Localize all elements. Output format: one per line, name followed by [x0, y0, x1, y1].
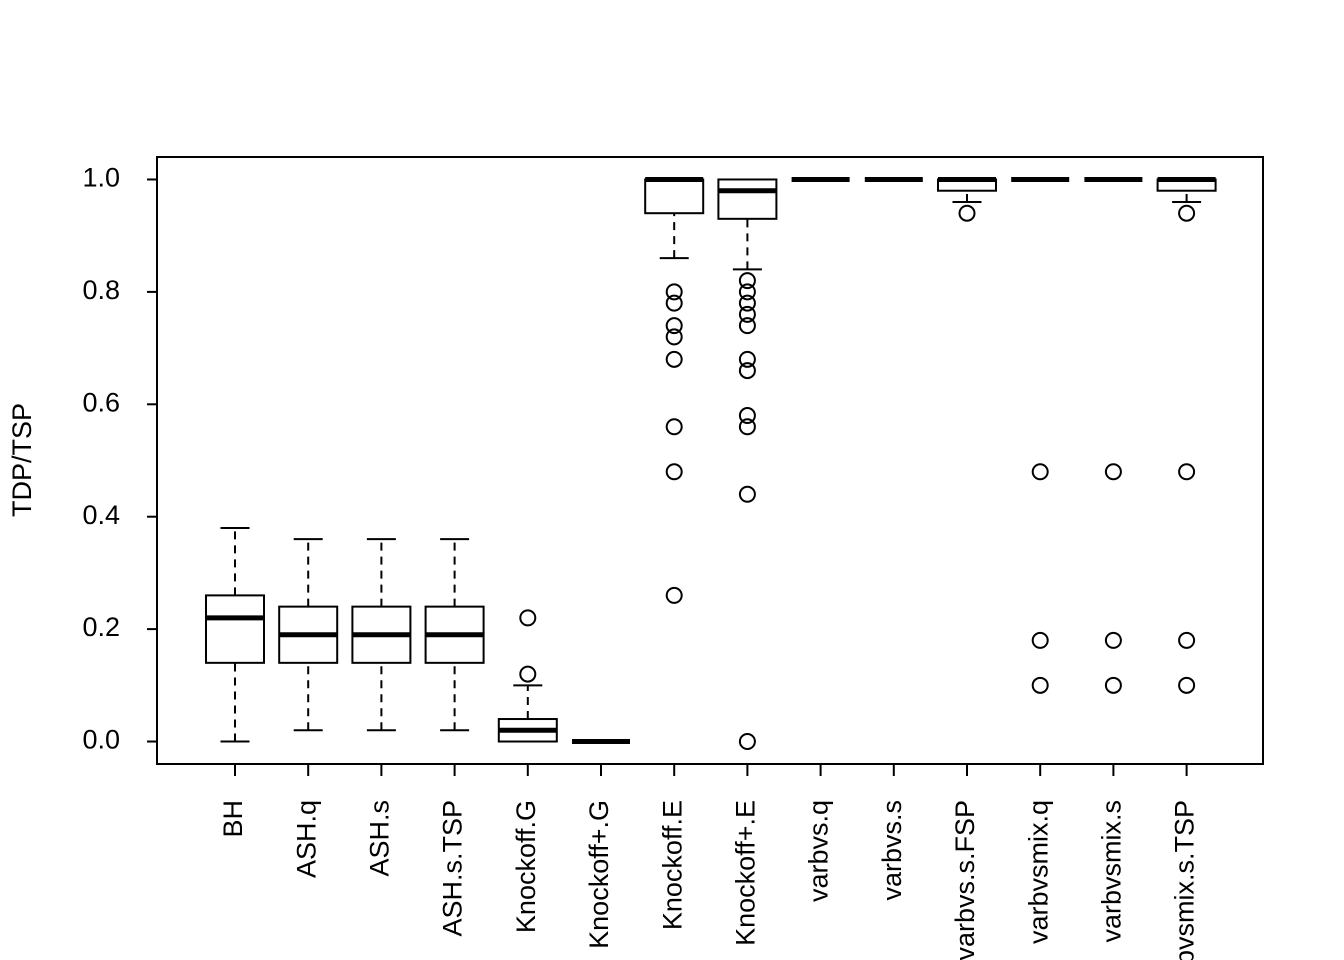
outlier: [1178, 204, 1196, 222]
x-tick-label: Knockoff+.E: [731, 800, 761, 946]
x-tick-label: Knockoff.G: [511, 800, 541, 933]
outlier: [738, 418, 756, 436]
box: [205, 594, 265, 664]
x-tick-label: varbvs.q: [804, 800, 834, 902]
outlier: [665, 350, 683, 368]
y-tick-label: 0.0: [82, 725, 120, 755]
x-tick-label: ASH.s: [365, 800, 395, 877]
outlier: [1104, 631, 1122, 649]
plot-frame: [156, 156, 1264, 765]
box: [717, 178, 778, 220]
outlier: [1031, 463, 1049, 481]
x-tick-label: ASH.s.TSP: [438, 800, 468, 937]
outlier: [738, 407, 756, 425]
x-tick-label: BH: [218, 800, 248, 838]
outlier: [1178, 676, 1196, 694]
outlier: [738, 305, 756, 323]
x-tick-label: varbvsmix.s.TSP: [1170, 800, 1200, 960]
outlier: [665, 294, 683, 312]
outlier: [738, 362, 756, 380]
outlier: [958, 204, 976, 222]
y-tick-label: 1.0: [82, 163, 120, 193]
y-axis-label: TDP/TSP: [7, 403, 37, 517]
outlier: [738, 733, 756, 751]
x-tick-label: varbvs.s: [877, 800, 907, 901]
outlier: [665, 317, 683, 335]
outlier: [1104, 676, 1122, 694]
x-tick-label: ASH.q: [291, 800, 321, 878]
outlier: [738, 283, 756, 301]
x-tick-label: Knockoff+.G: [584, 800, 614, 949]
outlier: [665, 418, 683, 436]
outlier: [665, 463, 683, 481]
outlier: [1178, 631, 1196, 649]
outlier: [738, 485, 756, 503]
outlier: [519, 665, 537, 683]
outlier: [1031, 631, 1049, 649]
x-tick-label: varbvsmix.s: [1097, 800, 1127, 943]
outlier: [665, 328, 683, 346]
outlier: [738, 294, 756, 312]
outlier: [1104, 463, 1122, 481]
outlier: [519, 609, 537, 627]
outlier: [1031, 676, 1049, 694]
outlier: [665, 586, 683, 604]
outlier: [738, 272, 756, 290]
outlier: [738, 350, 756, 368]
outlier: [665, 283, 683, 301]
box: [644, 178, 705, 215]
outlier: [738, 317, 756, 335]
y-tick-label: 0.2: [82, 612, 120, 642]
x-tick-label: Knockoff.E: [657, 800, 687, 930]
outlier: [1178, 463, 1196, 481]
y-tick-label: 0.8: [82, 275, 120, 305]
x-tick-label: varbvs.s.FSP: [950, 800, 980, 960]
y-tick-label: 0.4: [82, 500, 120, 530]
x-tick-label: varbvsmix.q: [1023, 800, 1053, 944]
y-tick-label: 0.6: [82, 387, 120, 417]
